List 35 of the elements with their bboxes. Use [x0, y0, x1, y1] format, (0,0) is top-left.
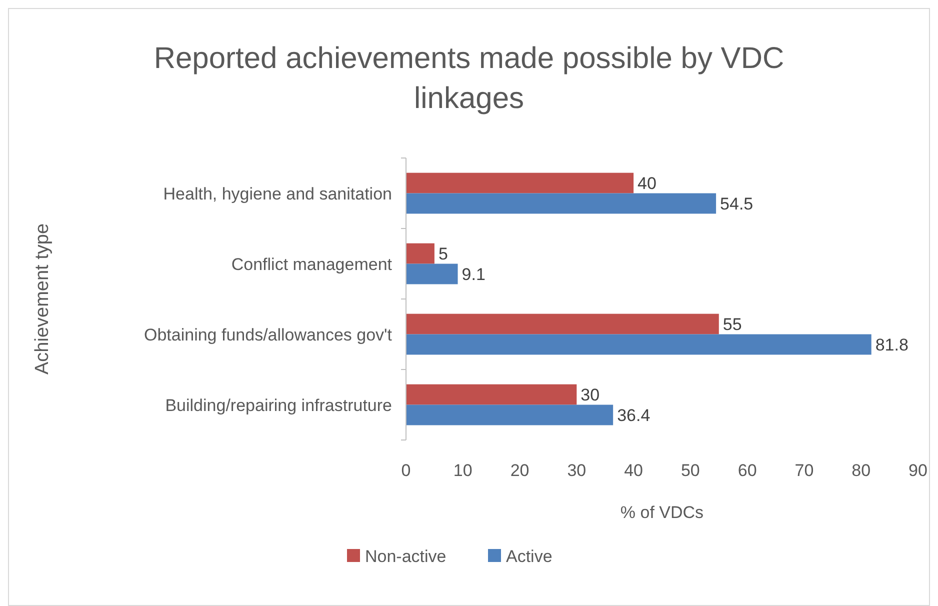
chart-title: Reported achievements made possible by VDC linkages [154, 42, 784, 115]
data-label: 54.5 [720, 194, 754, 214]
y-tick-label: Obtaining funds/allowances gov't [144, 325, 392, 344]
x-tick-label: 60 [738, 461, 757, 480]
bar [406, 314, 719, 334]
data-label: 81.8 [875, 335, 908, 354]
data-label: 36.4 [617, 406, 650, 425]
bar [406, 264, 458, 284]
legend-label: Active [506, 547, 552, 566]
y-tick-label: Conflict management [231, 254, 392, 274]
data-label: 5 [438, 244, 448, 264]
x-tick-label: 10 [453, 461, 472, 480]
bar [406, 384, 577, 405]
data-label: 30 [580, 386, 600, 405]
y-axis-title: Achievement type [32, 223, 53, 375]
x-tick-label: 80 [852, 461, 871, 480]
bar [406, 172, 634, 194]
bar [406, 243, 434, 264]
data-label: 40 [638, 174, 656, 194]
x-tick-label: 70 [794, 461, 814, 480]
data-label: 55 [722, 315, 742, 334]
bar [406, 193, 716, 214]
legend-label: Non-active [365, 547, 446, 566]
y-tick-label: Building/repairing infrastruture [165, 396, 392, 415]
x-tick-label: 20 [510, 461, 530, 480]
x-axis-title: % of VDCs [620, 503, 704, 522]
data-label: 9.1 [462, 264, 486, 284]
y-tick-label: Health, hygiene and sanitation [163, 184, 392, 204]
bar [406, 404, 614, 426]
x-tick-label: 0 [401, 461, 411, 480]
x-tick-label: 40 [624, 461, 644, 480]
x-tick-label: 30 [567, 461, 586, 480]
bar [406, 334, 872, 355]
x-tick-label: 90 [908, 461, 928, 480]
x-tick-label: 50 [680, 461, 700, 480]
